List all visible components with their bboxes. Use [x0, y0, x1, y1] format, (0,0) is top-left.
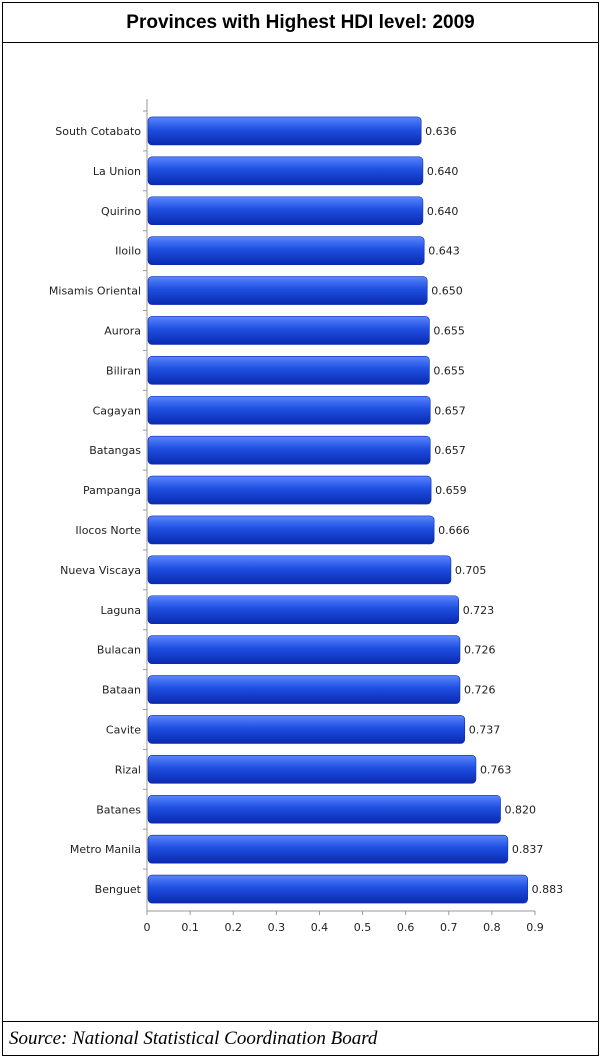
x-tick-label: 0.3 [268, 921, 286, 934]
value-label: 0.820 [505, 803, 537, 816]
x-tick-label: 0.7 [440, 921, 458, 934]
value-label: 0.726 [464, 684, 496, 697]
source-note: Source: National Statistical Coordinatio… [3, 1021, 598, 1055]
bar [147, 755, 477, 784]
category-label: Batanes [96, 803, 141, 816]
value-label: 0.666 [438, 524, 470, 537]
bar [147, 515, 435, 545]
bar [147, 635, 461, 664]
category-label: Aurora [104, 324, 141, 337]
category-label: Batangas [89, 444, 141, 457]
value-label: 0.650 [431, 285, 463, 298]
value-label: 0.657 [434, 444, 466, 457]
bar [147, 356, 430, 385]
x-tick-label: 0.5 [354, 921, 372, 934]
category-label: Biliran [106, 364, 141, 377]
category-label: Pampanga [83, 484, 141, 497]
category-label: Benguet [95, 883, 142, 896]
value-label: 0.640 [427, 165, 459, 178]
bar [147, 794, 501, 824]
value-label: 0.726 [464, 644, 496, 657]
value-label: 0.837 [512, 843, 543, 856]
value-label: 0.640 [427, 205, 459, 218]
value-label: 0.883 [532, 883, 564, 896]
bar [147, 834, 509, 864]
bar [147, 116, 422, 146]
category-label: Iloilo [115, 245, 141, 258]
bar [147, 715, 466, 744]
category-label: Metro Manila [70, 843, 141, 856]
chart-title: Provinces with Highest HDI level: 2009 [3, 3, 598, 43]
x-tick-label: 0.2 [224, 921, 242, 934]
bar [147, 316, 430, 345]
category-label: Bataan [102, 684, 141, 697]
category-label: Cagayan [93, 404, 141, 417]
bar [147, 675, 461, 704]
category-label: Quirino [101, 205, 141, 218]
value-label: 0.763 [480, 763, 512, 776]
bar [147, 595, 459, 625]
bar [147, 156, 424, 186]
bar [147, 555, 452, 585]
category-label: Bulacan [97, 644, 141, 657]
x-tick-label: 0.4 [311, 921, 329, 934]
x-tick-label: 0.9 [526, 921, 544, 934]
value-label: 0.659 [435, 484, 467, 497]
value-label: 0.657 [434, 404, 466, 417]
category-label: Rizal [115, 763, 141, 776]
value-label: 0.705 [455, 564, 487, 577]
bar [147, 196, 424, 226]
value-label: 0.737 [469, 723, 501, 736]
category-label: Cavite [106, 723, 141, 736]
bar [147, 874, 528, 904]
value-label: 0.655 [433, 364, 465, 377]
value-label: 0.723 [463, 604, 495, 617]
category-label: Nueva Viscaya [60, 564, 141, 577]
bar [147, 236, 425, 265]
hdi-bar-chart: South Cotabato 0.636 La Union 0.640 Quirino 0… [49, 99, 564, 934]
category-label: La Union [93, 165, 141, 178]
category-label: Ilocos Norte [75, 524, 141, 537]
value-label: 0.655 [433, 324, 465, 337]
value-label: 0.636 [425, 125, 457, 138]
bar [147, 475, 432, 505]
value-label: 0.643 [428, 245, 460, 258]
x-tick-label: 0.6 [397, 921, 415, 934]
category-label: Misamis Oriental [49, 285, 141, 298]
x-tick-label: 0.1 [181, 921, 199, 934]
category-label: Laguna [100, 604, 141, 617]
category-label: South Cotabato [55, 125, 141, 138]
bar [147, 395, 431, 425]
bar [147, 276, 428, 305]
x-tick-label: 0.8 [483, 921, 501, 934]
x-tick-label: 0 [144, 921, 151, 934]
bar [147, 435, 431, 465]
